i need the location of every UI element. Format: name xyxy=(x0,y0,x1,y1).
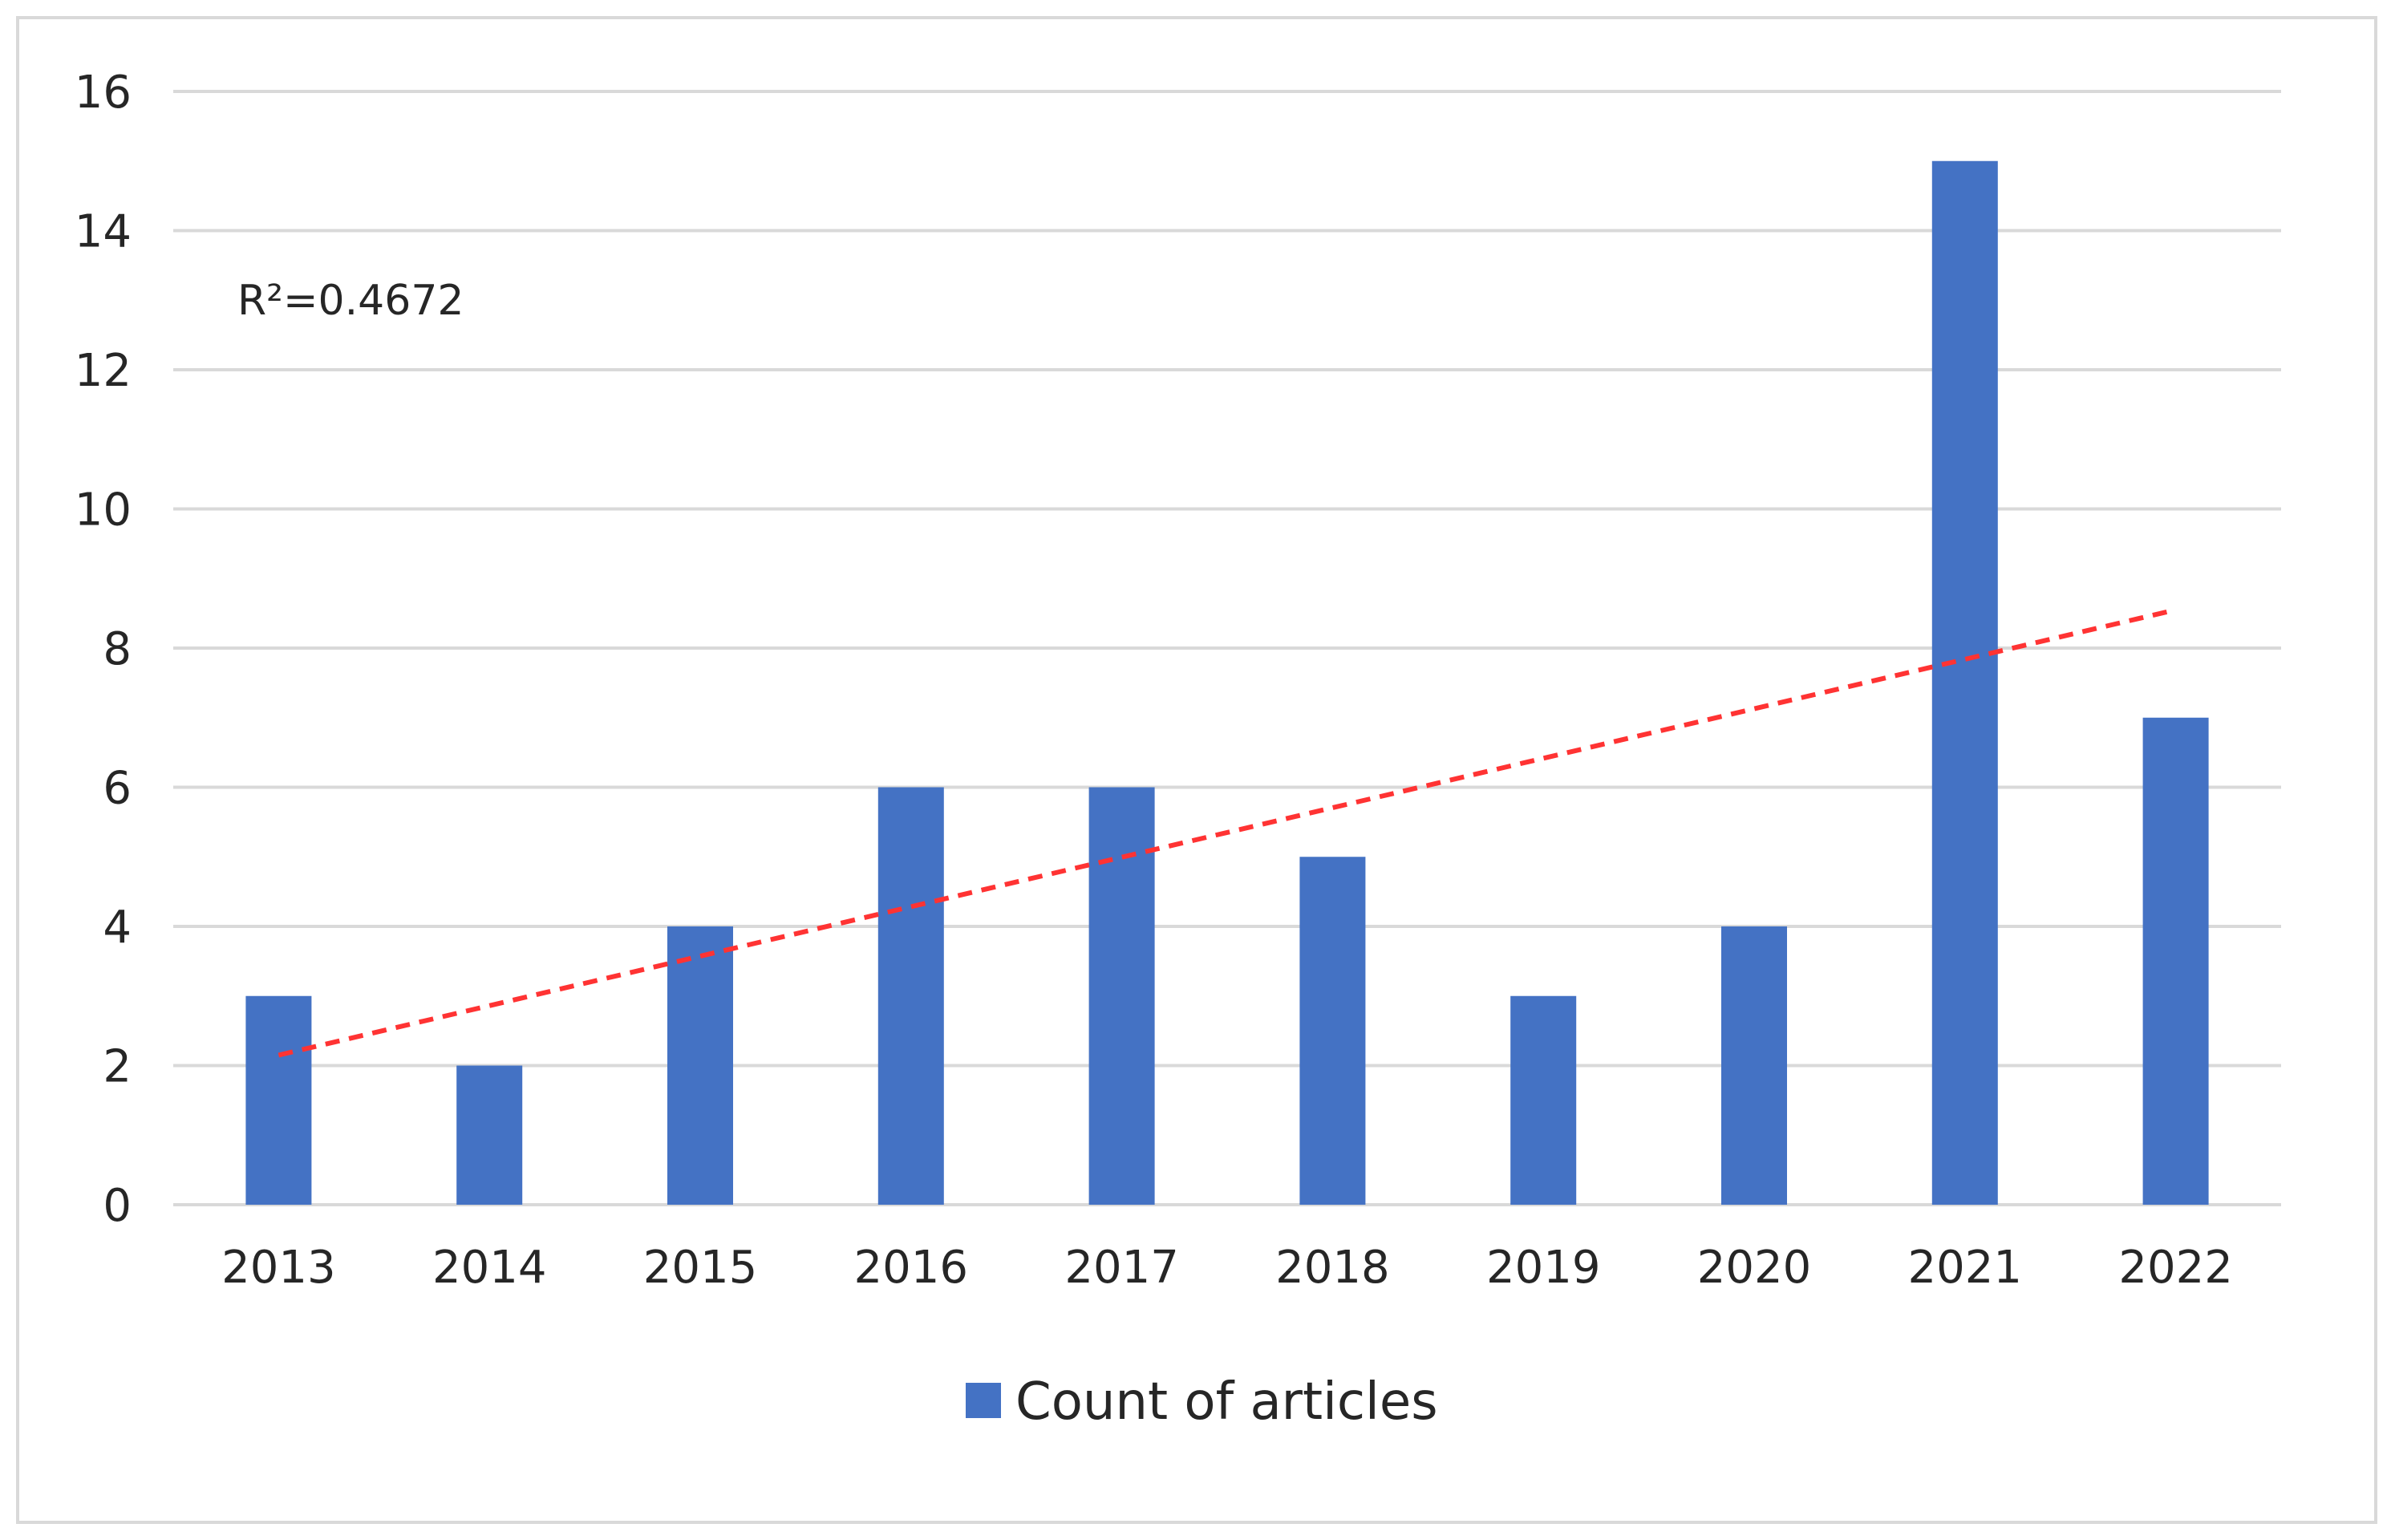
y-tick-label: 10 xyxy=(75,484,132,537)
x-tick-label: 2016 xyxy=(854,1242,969,1294)
bar-2021 xyxy=(1931,160,1998,1205)
y-tick-label: 16 xyxy=(75,67,132,119)
x-tick-label: 2018 xyxy=(1275,1242,1390,1294)
bar-2019 xyxy=(1510,995,1577,1205)
bars xyxy=(245,160,2209,1205)
y-tick-label: 12 xyxy=(75,345,132,397)
y-tick-label: 4 xyxy=(103,902,132,954)
legend-label: Count of articles xyxy=(1015,1372,1438,1432)
bar-2013 xyxy=(245,995,312,1205)
x-axis-ticks: 2013 2014 2015 2016 2017 2018 2019 2020 2021 2022 xyxy=(221,1242,2233,1294)
linear-trendline xyxy=(278,607,2177,1058)
y-tick-label: 2 xyxy=(103,1041,132,1093)
bar-2018 xyxy=(1299,857,1366,1205)
x-tick-label: 2013 xyxy=(221,1242,336,1294)
x-tick-label: 2017 xyxy=(1064,1242,1179,1294)
y-tick-label: 6 xyxy=(103,763,132,815)
y-axis-ticks: 0 2 4 6 8 10 12 14 16 xyxy=(75,67,132,1232)
legend: Count of articles xyxy=(966,1372,1438,1432)
y-tick-label: 8 xyxy=(103,623,132,675)
bar-2022 xyxy=(2142,717,2209,1205)
bar-2017 xyxy=(1088,787,1155,1205)
x-tick-label: 2021 xyxy=(1908,1242,2023,1294)
x-tick-label: 2022 xyxy=(2118,1242,2233,1294)
y-tick-label: 0 xyxy=(103,1180,132,1232)
x-tick-label: 2014 xyxy=(432,1242,547,1294)
x-tick-label: 2019 xyxy=(1486,1242,1601,1294)
trendline xyxy=(278,607,2177,1058)
bar-2016 xyxy=(877,787,944,1205)
bar-2015 xyxy=(667,926,733,1205)
x-tick-label: 2020 xyxy=(1697,1242,1812,1294)
gridlines xyxy=(173,90,2281,1206)
legend-swatch xyxy=(966,1383,1001,1418)
bar-2014 xyxy=(456,1065,523,1205)
bar-2020 xyxy=(1721,926,1787,1205)
chart-frame: 0 2 4 6 8 10 12 14 16 2013 2014 2015 2016 2017 2018 20… xyxy=(16,16,2377,1524)
y-tick-label: 14 xyxy=(75,206,132,258)
x-tick-label: 2015 xyxy=(643,1242,758,1294)
r-squared-annotation: R²=0.4672 xyxy=(237,277,464,325)
